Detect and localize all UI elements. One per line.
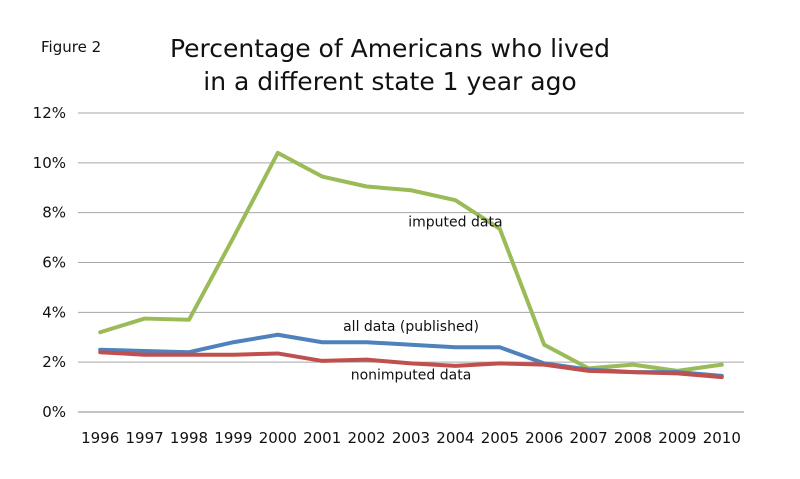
series-annotations: imputed data all data (published) nonimput… xyxy=(343,214,502,383)
y-tick-label: 10% xyxy=(33,154,66,172)
x-tick-label: 2009 xyxy=(658,429,696,447)
y-tick-label: 12% xyxy=(33,104,66,122)
x-tick-label: 1997 xyxy=(126,429,164,447)
figure-label: Figure 2 xyxy=(41,38,102,56)
x-tick-label: 2002 xyxy=(348,429,386,447)
annotation-imputed: imputed data xyxy=(408,214,502,230)
x-tick-label: 2007 xyxy=(570,429,608,447)
x-tick-label: 2010 xyxy=(703,429,741,447)
y-axis-ticks: 0% 2% 4% 6% 8% 10% 12% xyxy=(33,104,66,421)
x-tick-label: 2006 xyxy=(525,429,563,447)
annotation-nonimputed: nonimputed data xyxy=(351,368,472,384)
x-axis-ticks: 1996 1997 1998 1999 2000 2001 2002 2003 2004 2005… xyxy=(81,429,741,447)
y-tick-label: 8% xyxy=(42,204,66,222)
x-tick-label: 2001 xyxy=(303,429,341,447)
y-tick-label: 0% xyxy=(42,403,66,421)
series-line-imputed xyxy=(98,150,724,373)
chart-title-line-2: in a different state 1 year ago xyxy=(203,67,577,96)
x-tick-label: 2005 xyxy=(481,429,519,447)
chart-title: Percentage of Americans who lived in a d… xyxy=(130,32,650,98)
y-tick-label: 4% xyxy=(42,303,66,321)
x-tick-label: 2000 xyxy=(259,429,297,447)
y-tick-label: 2% xyxy=(42,353,66,371)
x-tick-label: 2008 xyxy=(614,429,652,447)
x-tick-label: 1996 xyxy=(81,429,119,447)
series-lines xyxy=(98,150,724,380)
x-tick-label: 2003 xyxy=(392,429,430,447)
gridlines xyxy=(78,112,744,413)
series-line-nonimputed xyxy=(98,350,724,380)
x-tick-label: 1999 xyxy=(214,429,252,447)
chart-title-line-1: Percentage of Americans who lived xyxy=(169,34,611,63)
annotation-all: all data (published) xyxy=(343,319,479,335)
x-tick-label: 2004 xyxy=(436,429,474,447)
y-tick-label: 6% xyxy=(42,254,66,272)
x-tick-label: 1998 xyxy=(170,429,208,447)
